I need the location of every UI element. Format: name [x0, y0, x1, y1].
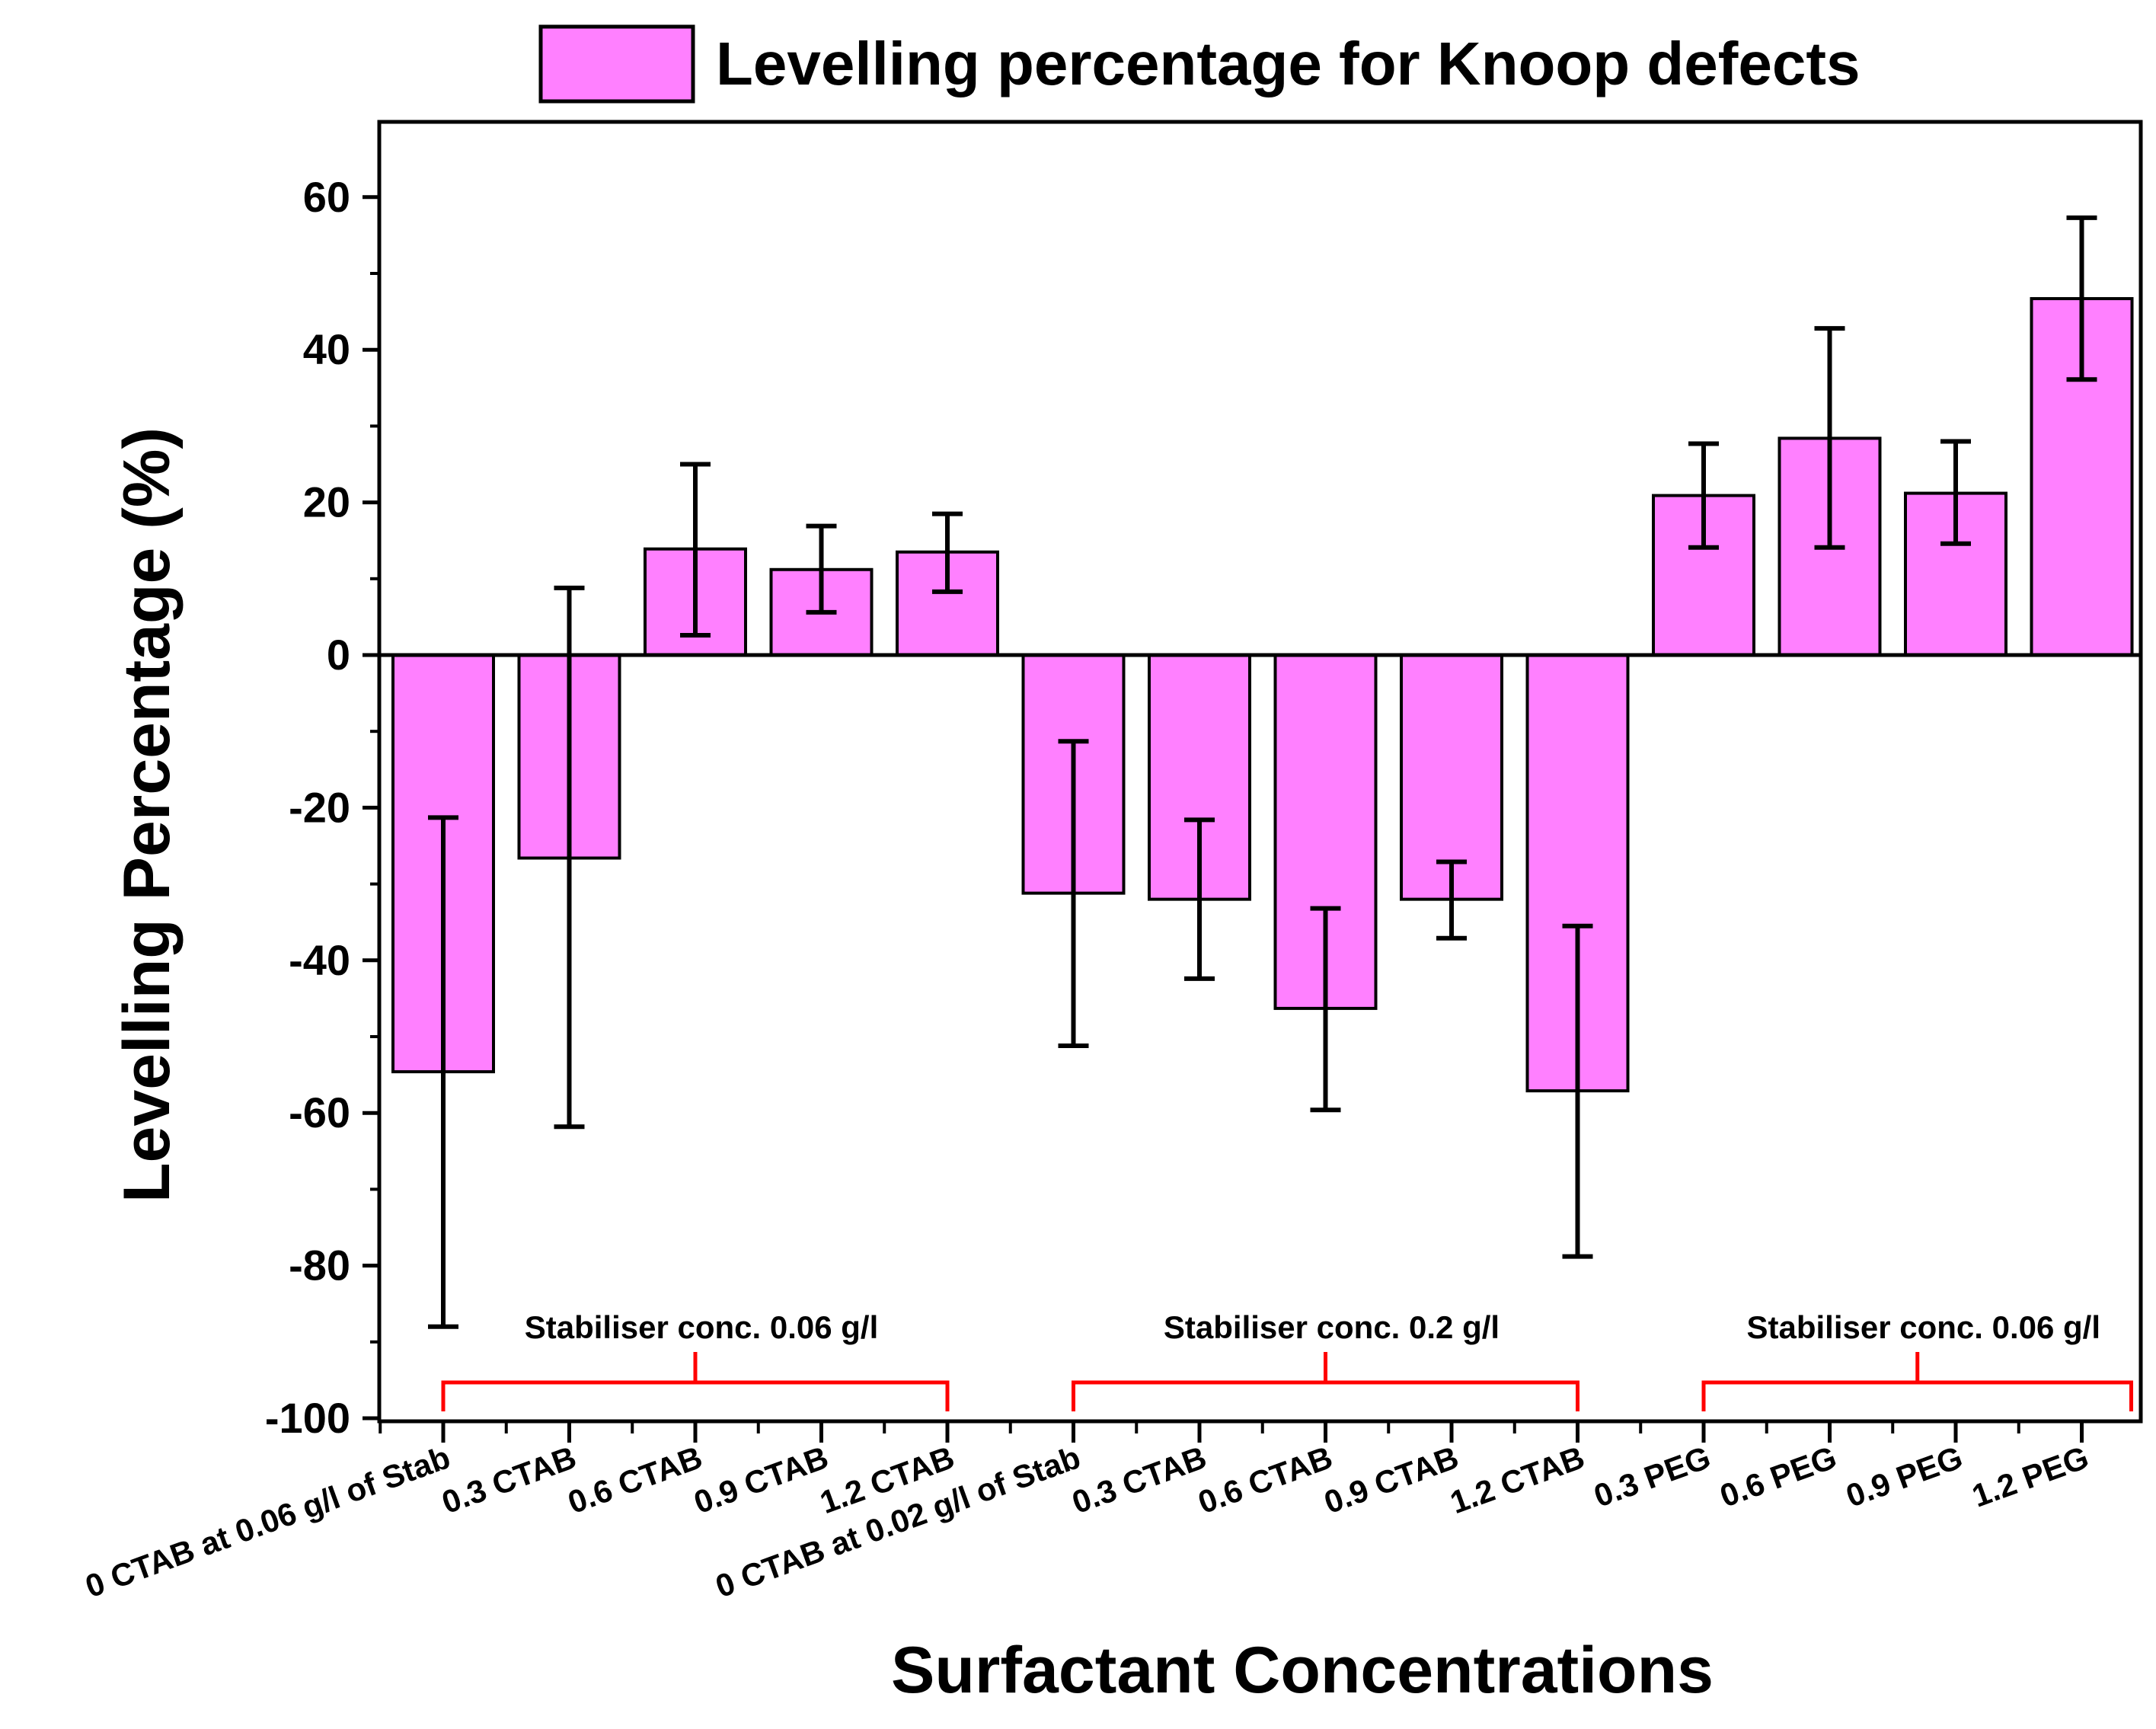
legend-label: Levelling percentage for Knoop defects — [716, 30, 1861, 97]
category-label: 0.6 CTAB — [563, 1439, 707, 1520]
legend-swatch — [538, 24, 695, 104]
x-axis-title: Surfactant Concentrations — [891, 1634, 1714, 1707]
category-label: 0.3 PEG — [1589, 1439, 1715, 1513]
group-bracket — [441, 1352, 950, 1411]
category-label: 0.6 CTAB — [1193, 1439, 1337, 1520]
group-label: Stabiliser conc. 0.06 g/l — [525, 1309, 879, 1345]
category-label: 0.6 PEG — [1715, 1439, 1841, 1513]
y-tick-label: -100 — [265, 1394, 350, 1442]
y-tick-label: -20 — [289, 783, 350, 831]
error-bars — [428, 215, 2097, 1329]
legend: Levelling percentage for Knoop defects — [538, 24, 1861, 104]
y-tick-label: 40 — [303, 325, 350, 373]
y-tick-label: 20 — [303, 478, 350, 526]
y-axis: 60 40 20 0 -20 -40 -60 -80 -100 — [265, 173, 379, 1442]
category-label: 1.2 PEG — [1967, 1439, 2093, 1513]
group-brackets: Stabiliser conc. 0.06 g/l Stabiliser conc… — [441, 1309, 2133, 1411]
category-label: 0.9 CTAB — [1319, 1439, 1463, 1520]
y-tick-label: -40 — [289, 936, 350, 984]
category-label: 1.2 CTAB — [1445, 1439, 1589, 1520]
category-label: 0.9 CTAB — [689, 1439, 833, 1520]
x-axis — [378, 1421, 2084, 1443]
category-label: 0.9 PEG — [1841, 1439, 1967, 1513]
y-tick-label: -80 — [289, 1242, 350, 1290]
group-bracket — [1701, 1352, 2133, 1411]
category-label: 0.3 CTAB — [1067, 1439, 1211, 1520]
y-tick-label: 60 — [303, 173, 350, 221]
y-axis-title: Levelling Percentage (%) — [110, 427, 184, 1203]
group-label: Stabiliser conc. 0.2 g/l — [1164, 1309, 1500, 1345]
category-label: 0 CTAB at 0.06 g/l of Stab — [81, 1439, 455, 1604]
bar-series — [391, 297, 2134, 1093]
group-label: Stabiliser conc. 0.06 g/l — [1746, 1309, 2100, 1345]
plot-area — [377, 120, 2143, 1424]
y-tick-label: 0 — [327, 631, 350, 679]
y-tick-label: -60 — [289, 1088, 350, 1136]
plot-frame — [377, 120, 2143, 1424]
group-bracket — [1072, 1352, 1579, 1411]
category-label: 0.3 CTAB — [437, 1439, 581, 1520]
